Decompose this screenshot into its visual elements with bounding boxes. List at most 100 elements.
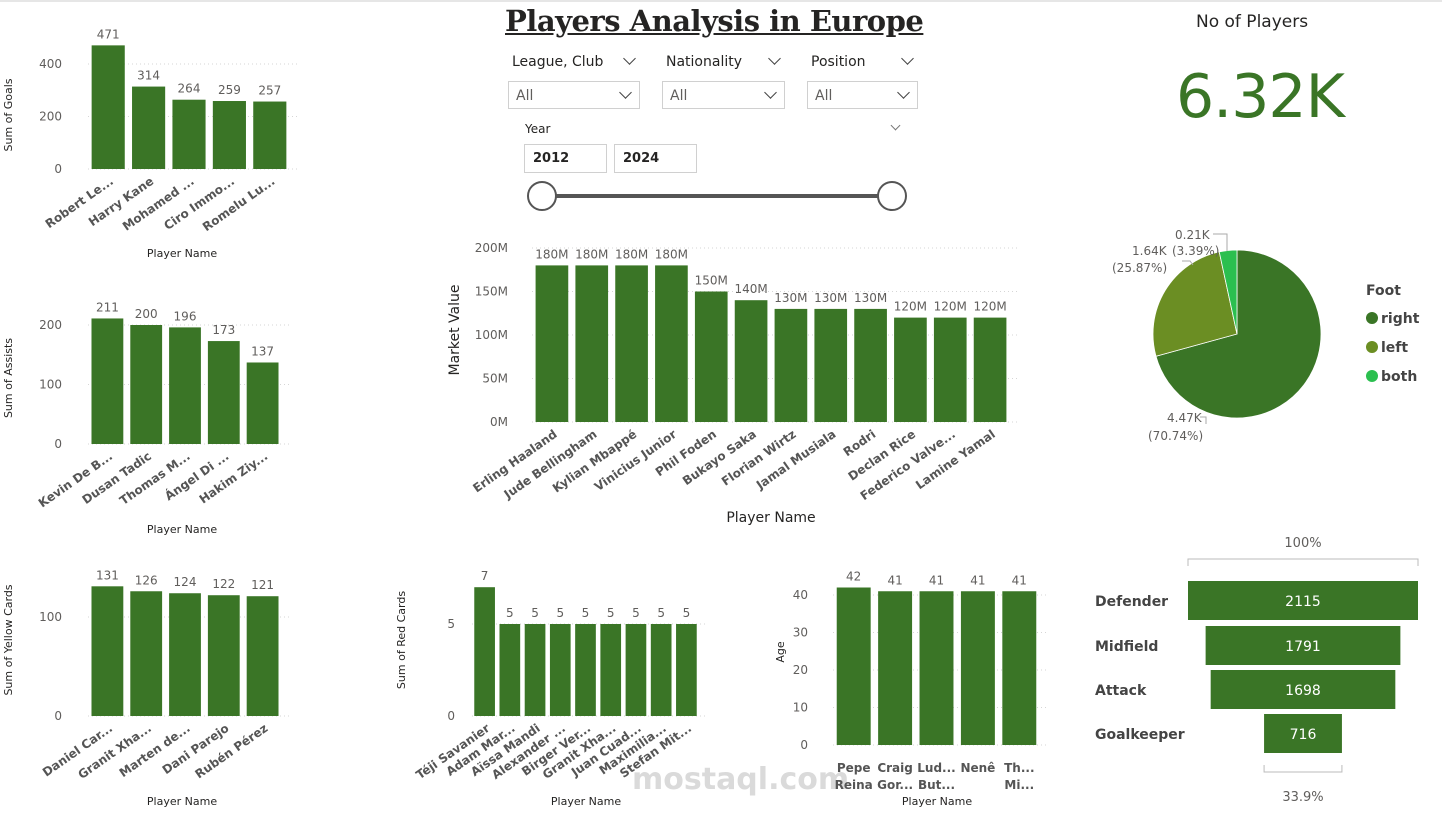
leader-line: [1213, 233, 1228, 251]
bar[interactable]: [650, 624, 672, 716]
pie-label: 1.64K: [1132, 244, 1168, 258]
bar[interactable]: [246, 596, 279, 716]
position-dropdown[interactable]: All: [807, 81, 918, 109]
bar[interactable]: [894, 317, 927, 422]
bar[interactable]: [130, 591, 163, 716]
year-slider-end-handle[interactable]: [877, 181, 907, 211]
y-tick-label: 0: [54, 709, 62, 723]
bar[interactable]: [919, 591, 954, 745]
bar[interactable]: [625, 624, 647, 716]
data-label: 5: [531, 606, 539, 620]
year-slider-track[interactable]: [542, 194, 892, 198]
bar[interactable]: [549, 624, 571, 716]
legend-item-right[interactable]: right: [1366, 311, 1436, 340]
y-tick-label: 30: [793, 626, 808, 640]
bar[interactable]: [655, 265, 688, 422]
y-axis-title: Market Value: [447, 284, 463, 375]
bar[interactable]: [734, 300, 768, 422]
bar[interactable]: [132, 86, 166, 169]
bar[interactable]: [694, 291, 728, 423]
year-slider-start-handle[interactable]: [527, 181, 557, 211]
data-label: 5: [556, 606, 564, 620]
x-tick-label: Th...: [1004, 761, 1034, 775]
data-label: 124: [174, 575, 197, 589]
x-tick-label: Hakim Ziy...: [197, 449, 271, 506]
legend-dot-icon: [1366, 370, 1378, 382]
league-club-dropdown[interactable]: All: [508, 81, 640, 109]
bar[interactable]: [575, 624, 596, 716]
bar[interactable]: [169, 593, 201, 716]
bar[interactable]: [774, 308, 808, 422]
funnel-category: Attack: [1095, 683, 1147, 699]
data-label: 140M: [734, 282, 767, 296]
x-axis-title: Player Name: [147, 523, 217, 536]
bar[interactable]: [676, 624, 697, 716]
bar[interactable]: [600, 624, 622, 716]
page-title: Players Analysis in Europe: [505, 4, 924, 38]
bar[interactable]: [575, 265, 609, 422]
bar[interactable]: [246, 362, 279, 444]
bar[interactable]: [130, 325, 163, 444]
year-to-input[interactable]: 2024: [614, 144, 697, 173]
bar[interactable]: [172, 99, 206, 169]
data-label: 173: [212, 323, 235, 337]
y-axis-title: Sum of Goals: [2, 78, 15, 151]
y-tick-label: 0: [54, 437, 62, 451]
bar[interactable]: [212, 101, 246, 169]
pie-label: (70.74%): [1148, 429, 1203, 443]
bar[interactable]: [207, 341, 240, 444]
y-axis-title: Sum of Yellow Cards: [2, 584, 15, 695]
bar[interactable]: [253, 101, 287, 169]
filter-label: League, Club: [512, 54, 604, 70]
funnel-bar[interactable]: [1205, 626, 1401, 665]
nationality-dropdown[interactable]: All: [662, 81, 785, 109]
bar[interactable]: [836, 587, 871, 746]
data-label: 5: [657, 606, 665, 620]
data-label: 5: [582, 606, 590, 620]
funnel-bar[interactable]: [1188, 581, 1418, 620]
data-label: 196: [174, 309, 197, 323]
x-axis-title: Player Name: [551, 795, 621, 808]
y-tick-label: 20: [793, 663, 808, 677]
bar[interactable]: [615, 265, 648, 422]
data-label: 137: [251, 344, 274, 358]
legend-item-both[interactable]: both: [1366, 369, 1436, 385]
bar[interactable]: [499, 624, 521, 716]
data-label: 41: [887, 573, 902, 587]
bar[interactable]: [973, 317, 1007, 422]
bar[interactable]: [524, 624, 546, 716]
filter-league-club[interactable]: League, Club All: [508, 52, 640, 113]
pie-slice[interactable]: [1155, 249, 1322, 419]
pie-slice[interactable]: [1218, 249, 1238, 335]
filter-nationality[interactable]: Nationality All: [662, 52, 785, 113]
legend-item-left[interactable]: left: [1366, 340, 1436, 369]
bar[interactable]: [854, 308, 887, 422]
data-label: 130M: [814, 291, 847, 305]
funnel-value: 2115: [1285, 594, 1321, 610]
bar[interactable]: [91, 318, 124, 444]
pie-label: 4.47K: [1167, 411, 1203, 425]
bar[interactable]: [91, 586, 124, 716]
y-axis-title: Sum of Assists: [2, 338, 15, 418]
bar[interactable]: [878, 591, 913, 745]
pie-slice[interactable]: [1152, 251, 1238, 357]
bar[interactable]: [814, 308, 848, 422]
filter-position[interactable]: Position All: [807, 52, 918, 113]
year-from-input[interactable]: 2012: [524, 144, 607, 173]
funnel-bar[interactable]: [1210, 670, 1396, 709]
bar[interactable]: [535, 265, 569, 422]
bar[interactable]: [1002, 591, 1037, 745]
legend-label: right: [1381, 311, 1420, 327]
bar[interactable]: [474, 587, 495, 716]
bar[interactable]: [91, 45, 125, 169]
bar[interactable]: [207, 595, 240, 716]
y-tick-label: 100: [39, 378, 62, 392]
bar[interactable]: [960, 591, 995, 745]
bar[interactable]: [169, 327, 201, 444]
funnel-bar[interactable]: [1264, 714, 1342, 753]
y-tick-label: 5: [447, 617, 455, 631]
y-tick-label: 200M: [475, 241, 508, 255]
bar[interactable]: [933, 317, 967, 422]
data-label: 314: [137, 69, 160, 83]
